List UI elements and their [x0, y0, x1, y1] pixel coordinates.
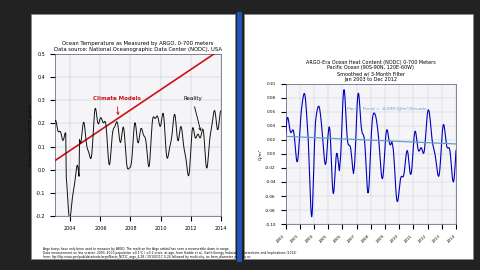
Title: ARGO-Era Ocean Heat Content (NODC) 0-700 Meters
Pacific Ocean (90S-90N, 120E-60W: ARGO-Era Ocean Heat Content (NODC) 0-700…	[306, 59, 436, 82]
Text: Argo buoys have only been used to measure by ARGO. The math on the Argo orbital : Argo buoys have only been used to measur…	[43, 247, 230, 251]
Text: from: ftp://ftp.noaa.gov/pub/data/nodc/argo/Basin_NODC_argo_4-28 / 20100117-0-24: from: ftp://ftp.noaa.gov/pub/data/nodc/a…	[43, 255, 251, 259]
Text: Data measurement on line scatter: 2003, 4000 population ±0.1°C / ±0.2 scale, at : Data measurement on line scatter: 2003, …	[43, 251, 297, 255]
Y-axis label: Ocean Content (10^22 Joules): Ocean Content (10^22 Joules)	[29, 104, 33, 166]
Y-axis label: GJ/m²: GJ/m²	[258, 148, 263, 160]
Title: Ocean Temperature as Measured by ARGO, 0-700 meters
Data source: National Oceano: Ocean Temperature as Measured by ARGO, 0…	[54, 41, 222, 52]
Text: Reality: Reality	[183, 96, 202, 130]
Text: Climate Models: Climate Models	[93, 96, 141, 114]
Text: K·PA·Mona: K·PA·Mona	[411, 28, 467, 37]
Text: Pacific Trend = -0.009 GJ/m²/Decade: Pacific Trend = -0.009 GJ/m²/Decade	[347, 107, 426, 112]
